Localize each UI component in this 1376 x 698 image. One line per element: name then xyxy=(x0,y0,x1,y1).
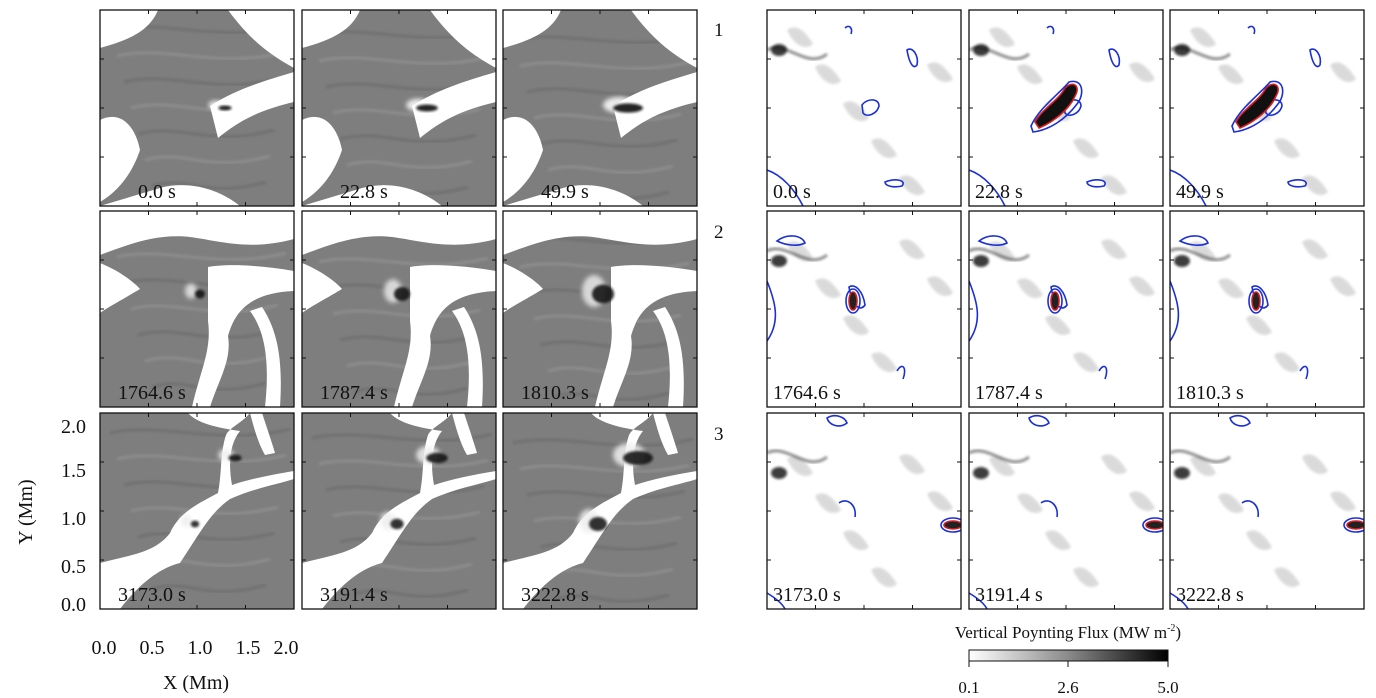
time-label: 3173.0 s xyxy=(773,584,841,606)
x-tick-1: 0.5 xyxy=(140,637,165,659)
time-label: 3222.8 s xyxy=(1176,584,1244,606)
y-tick-3: 1.5 xyxy=(61,460,86,482)
y-tick-1: 0.5 xyxy=(61,556,86,578)
time-label: 3191.4 s xyxy=(975,584,1043,606)
left-panel-r1-c3: 49.9 s xyxy=(502,9,698,207)
time-label: 1787.4 s xyxy=(975,382,1043,404)
left-panel-r1-c1: 0.0 s xyxy=(99,9,295,207)
right-panel-r2-c1: 1764.6 s xyxy=(766,210,962,408)
x-tick-0: 0.0 xyxy=(92,637,117,659)
colorbar-title: Vertical Poynting Flux (MW m-2) xyxy=(955,623,1181,642)
x-tick-3: 1.5 xyxy=(236,637,261,659)
row-number-2: 2 xyxy=(714,222,724,243)
time-label: 1787.4 s xyxy=(320,382,388,404)
time-label: 49.9 s xyxy=(541,181,589,203)
y-tick-0: 0.0 xyxy=(61,594,86,616)
colorbar-tick-1: 2.6 xyxy=(1057,678,1078,697)
time-label: 49.9 s xyxy=(1176,181,1224,203)
x-tick-4: 2.0 xyxy=(274,637,299,659)
left-y-axis: Y (Mm) 0.0 0.5 1.0 1.5 2.0 xyxy=(15,416,86,616)
left-panel-r3-c2: 3191.4 s xyxy=(301,412,497,610)
time-label: 1764.6 s xyxy=(773,382,841,404)
right-panel-r2-c2: 1787.4 s xyxy=(968,210,1164,408)
right-panel-r1-c3: 49.9 s xyxy=(1169,9,1365,207)
time-label: 3191.4 s xyxy=(320,584,388,606)
right-panel-r3-c2: 3191.4 s xyxy=(968,412,1164,610)
left-panel-grid: 0.0 s 22.8 s 49.9 s 1764.6 s 1787.4 s 1810.3 … xyxy=(99,9,698,610)
left-x-axis: 0.0 0.5 1.0 1.5 2.0 X (Mm) xyxy=(92,637,299,694)
left-panel-r3-c3: 3222.8 s xyxy=(502,412,698,610)
time-label: 22.8 s xyxy=(340,181,388,203)
left-panel-r2-c2: 1787.4 s xyxy=(301,210,497,408)
y-tick-2: 1.0 xyxy=(61,508,86,530)
right-panel-r1-c1: 0.0 s xyxy=(766,9,962,207)
time-label: 3222.8 s xyxy=(521,584,589,606)
left-panel-r1-c2: 22.8 s xyxy=(301,9,497,207)
time-label: 3173.0 s xyxy=(118,584,186,606)
time-label: 1764.6 s xyxy=(118,382,186,404)
colorbar: Vertical Poynting Flux (MW m-2) 0.1 2.6 … xyxy=(955,623,1181,697)
row-number-1: 1 xyxy=(714,20,724,41)
x-axis-label: X (Mm) xyxy=(163,672,229,694)
colorbar-tick-2: 5.0 xyxy=(1157,678,1178,697)
left-panel-r2-c1: 1764.6 s xyxy=(99,210,295,408)
time-label: 22.8 s xyxy=(975,181,1023,203)
y-tick-4: 2.0 xyxy=(61,416,86,438)
time-label: 1810.3 s xyxy=(1176,382,1244,404)
right-panel-r2-c3: 1810.3 s xyxy=(1169,210,1365,408)
left-panel-r3-c1: 3173.0 s xyxy=(99,412,295,610)
time-label: 0.0 s xyxy=(773,181,811,203)
colorbar-tick-0: 0.1 xyxy=(958,678,979,697)
y-axis-label: Y (Mm) xyxy=(15,479,37,544)
row-number-3: 3 xyxy=(714,424,724,445)
time-label: 1810.3 s xyxy=(521,382,589,404)
x-tick-2: 1.0 xyxy=(188,637,213,659)
right-panel-r3-c1: 3173.0 s xyxy=(766,412,962,610)
colorbar-gradient xyxy=(968,649,1169,662)
right-panel-r3-c3: 3222.8 s xyxy=(1169,412,1365,610)
left-panel-r2-c3: 1810.3 s xyxy=(502,210,698,408)
right-panel-grid: 0.0 s 22.8 s 49.9 s 1764.6 s 1787.4 s 1810.3 … xyxy=(766,9,1365,610)
time-label: 0.0 s xyxy=(138,181,176,203)
right-panel-r1-c2: 22.8 s xyxy=(968,9,1164,207)
